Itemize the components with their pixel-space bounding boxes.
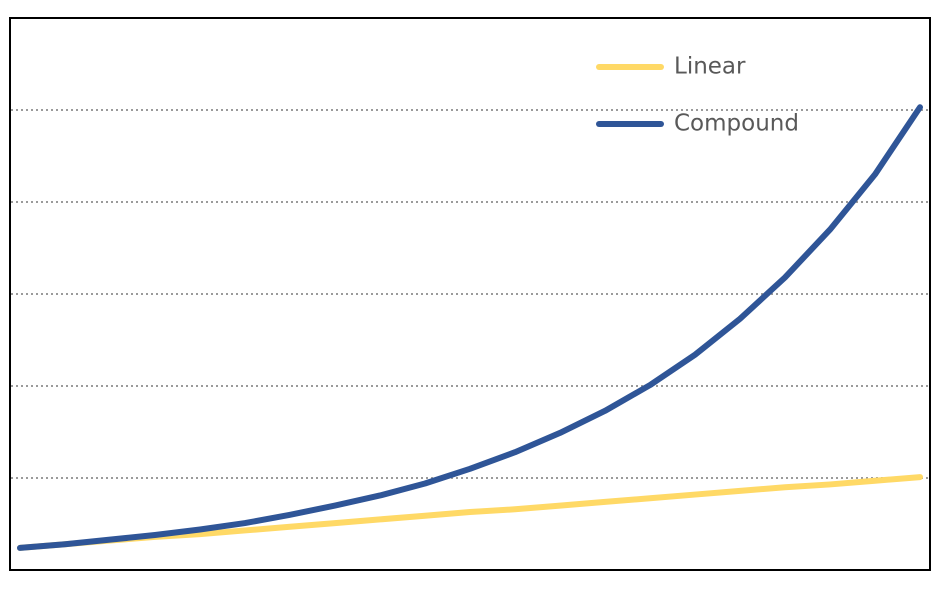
legend-label: Compound: [674, 111, 799, 137]
legend: Linear Compound: [596, 54, 799, 137]
grid: [11, 109, 929, 479]
series-line: [17, 104, 923, 551]
legend-label: Linear: [674, 54, 746, 80]
lines: [17, 104, 923, 551]
